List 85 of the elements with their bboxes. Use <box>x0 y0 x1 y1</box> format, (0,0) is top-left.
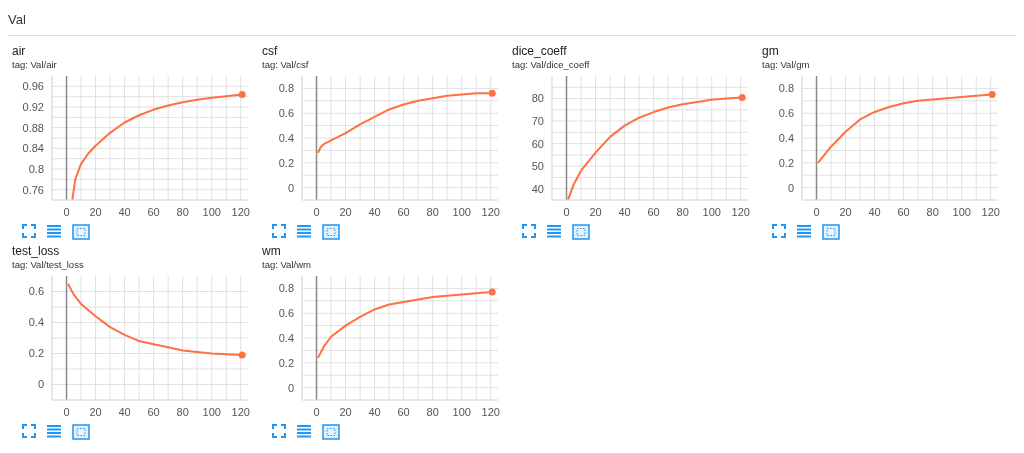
x-tick-label: 0 <box>313 405 320 418</box>
y-tick-label: 0 <box>287 381 294 394</box>
x-tick-label: 0 <box>63 205 70 218</box>
y-tick-label: 40 <box>531 182 544 195</box>
y-tick-label: 0.2 <box>278 356 294 369</box>
y-tick-label: 0.6 <box>778 107 794 120</box>
x-tick-label: 20 <box>589 205 602 218</box>
x-tick-label: 100 <box>452 405 471 418</box>
x-tick-label: 0 <box>313 205 320 218</box>
y-tick-label: 0.2 <box>778 156 794 169</box>
x-tick-label: 20 <box>339 405 352 418</box>
y-tick-label: 0.8 <box>28 162 44 175</box>
chart-title: csf <box>262 44 279 58</box>
x-tick-label: 100 <box>702 205 721 218</box>
x-tick-label: 100 <box>952 205 971 218</box>
y-tick-label: 0 <box>37 378 44 391</box>
y-tick-label: 0.4 <box>278 331 294 344</box>
chart-title: test_loss <box>12 244 61 258</box>
y-tick-label: 0.92 <box>22 100 44 113</box>
x-tick-label: 60 <box>147 205 160 218</box>
x-tick-label: 0 <box>813 205 820 218</box>
chart-subtitle: tag: Val/test_loss <box>12 259 85 270</box>
y-tick-label: 0.4 <box>28 316 44 329</box>
x-tick-label: 20 <box>89 205 102 218</box>
x-tick-label: 40 <box>118 205 131 218</box>
x-tick-label: 60 <box>397 205 410 218</box>
chart-title: wm <box>262 244 282 258</box>
y-tick-label: 70 <box>531 115 544 127</box>
text: Val <box>8 12 26 27</box>
y-tick-label: 50 <box>531 160 544 173</box>
chart-subtitle: tag: Val/air <box>12 59 58 70</box>
x-tick-label: 120 <box>481 405 500 418</box>
x-tick-label: 120 <box>731 205 750 218</box>
x-tick-label: 40 <box>868 205 881 218</box>
y-tick-label: 0.96 <box>22 80 44 93</box>
y-tick-label: 0.4 <box>778 131 794 144</box>
chart-title: air <box>12 44 27 58</box>
x-tick-label: 80 <box>426 405 439 418</box>
x-tick-label: 80 <box>176 205 189 218</box>
x-tick-label: 40 <box>368 405 381 418</box>
chart-subtitle: tag: Val/gm <box>762 59 811 70</box>
y-tick-label: 80 <box>531 92 544 105</box>
y-tick-label: 0.8 <box>278 82 294 95</box>
x-tick-label: 0 <box>63 405 70 418</box>
y-tick-label: 0.6 <box>28 285 44 298</box>
x-tick-label: 40 <box>118 405 131 418</box>
x-tick-label: 60 <box>647 205 660 218</box>
chart-title: dice_coeff <box>512 44 568 58</box>
x-tick-label: 80 <box>176 405 189 418</box>
x-tick-label: 60 <box>147 405 160 418</box>
x-tick-label: 80 <box>676 205 689 218</box>
x-tick-label: 20 <box>339 205 352 218</box>
y-tick-label: 0.4 <box>278 131 294 144</box>
x-tick-label: 80 <box>926 205 939 218</box>
y-tick-label: 0.2 <box>278 156 294 169</box>
y-tick-label: 0 <box>787 181 794 194</box>
y-tick-label: 0.8 <box>278 282 294 295</box>
y-tick-label: 0.2 <box>28 347 44 360</box>
x-tick-label: 80 <box>426 205 439 218</box>
y-tick-label: 0.6 <box>278 107 294 120</box>
y-tick-label: 0.84 <box>22 142 44 155</box>
x-tick-label: 120 <box>231 205 250 218</box>
x-tick-label: 20 <box>89 405 102 418</box>
chart-subtitle: tag: Val/csf <box>262 59 310 70</box>
x-tick-label: 40 <box>368 205 381 218</box>
x-tick-label: 120 <box>231 405 250 418</box>
y-tick-label: 0 <box>287 181 294 194</box>
chart-subtitle: tag: Val/dice_coeff <box>512 59 591 70</box>
y-tick-label: 0.76 <box>22 183 44 196</box>
chart-title: gm <box>762 44 780 58</box>
x-tick-label: 100 <box>202 405 221 418</box>
x-tick-label: 100 <box>202 205 221 218</box>
x-tick-label: 120 <box>981 205 1000 218</box>
x-tick-label: 40 <box>618 205 631 218</box>
y-tick-label: 0.6 <box>278 307 294 320</box>
x-tick-label: 0 <box>563 205 570 218</box>
x-tick-label: 120 <box>481 205 500 218</box>
y-tick-label: 0.8 <box>778 82 794 95</box>
x-tick-label: 100 <box>452 205 471 218</box>
x-tick-label: 60 <box>397 405 410 418</box>
x-tick-label: 60 <box>897 205 910 218</box>
y-tick-label: 0.88 <box>22 121 44 134</box>
chart-subtitle: tag: Val/wm <box>262 259 312 270</box>
x-tick-label: 20 <box>839 205 852 218</box>
y-tick-label: 60 <box>531 137 544 150</box>
